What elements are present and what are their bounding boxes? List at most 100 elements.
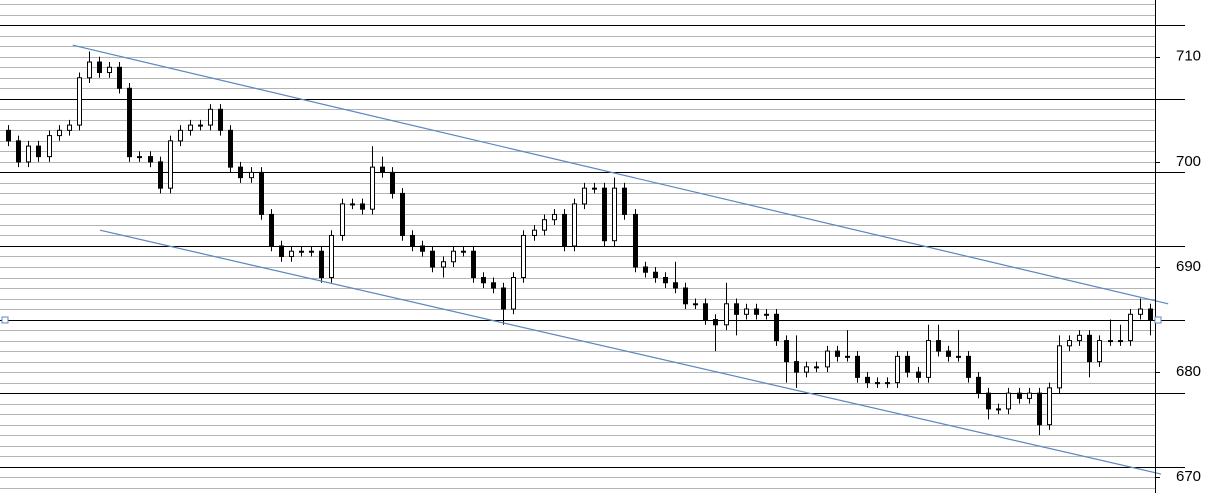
- candle-body: [461, 250, 466, 253]
- candle-body: [471, 250, 476, 279]
- candle-body: [774, 313, 779, 342]
- candle-body: [835, 350, 840, 357]
- candle-body: [57, 129, 62, 137]
- candle-body: [137, 156, 142, 159]
- candle-body: [916, 371, 921, 378]
- candle-body: [612, 187, 617, 242]
- grid: [0, 4, 1185, 489]
- candle-body: [683, 287, 688, 305]
- candle-body: [208, 108, 213, 126]
- candle-body: [1087, 334, 1092, 363]
- trend-line: [99, 229, 1162, 475]
- candle-body: [1108, 340, 1113, 343]
- candle-body: [532, 229, 537, 236]
- candle-body: [360, 203, 365, 210]
- candle-body: [724, 303, 729, 326]
- candle-body: [804, 366, 809, 373]
- candle-body: [572, 203, 577, 247]
- candle-body: [481, 277, 486, 284]
- candle-body: [188, 124, 193, 131]
- candle-body: [663, 277, 668, 284]
- candle-body: [976, 376, 981, 394]
- candle-body: [1057, 345, 1062, 389]
- candle-body: [198, 124, 203, 127]
- candle-body: [814, 366, 819, 369]
- candle-body: [562, 213, 567, 247]
- candle-body: [905, 355, 910, 373]
- candle-body: [26, 145, 31, 163]
- candle-body: [542, 219, 547, 231]
- candle-body: [400, 192, 405, 236]
- candle-body: [127, 87, 132, 158]
- candle-body: [744, 308, 749, 315]
- candle-body: [926, 340, 931, 378]
- y-tick-label: 690: [1176, 258, 1201, 275]
- candle-body: [178, 129, 183, 142]
- candle-body: [784, 340, 789, 363]
- candle-body: [6, 129, 11, 142]
- y-tick-label: 670: [1176, 468, 1201, 485]
- candle-body: [148, 156, 153, 163]
- candle-body: [845, 355, 850, 358]
- candle-body: [855, 355, 860, 378]
- candle-body: [390, 171, 395, 194]
- candle-body: [279, 245, 284, 257]
- candle-body: [259, 171, 264, 215]
- candle-body: [1148, 308, 1153, 321]
- candle-body: [441, 261, 446, 268]
- candle-body: [1047, 387, 1052, 426]
- candle-body: [794, 361, 799, 373]
- candle-body: [622, 187, 627, 215]
- candle-body: [420, 245, 425, 252]
- y-tick-label: 700: [1176, 153, 1201, 170]
- candle-body: [582, 187, 587, 205]
- candle-body: [47, 135, 52, 158]
- candle-body: [643, 266, 648, 273]
- candle-body: [491, 282, 496, 289]
- candle-body: [653, 271, 658, 279]
- candle-body: [451, 250, 456, 263]
- candle-body: [107, 66, 112, 74]
- candle-body: [552, 213, 557, 221]
- candle-body: [713, 319, 718, 326]
- y-tick-label: 680: [1176, 363, 1201, 380]
- candle-body: [1006, 392, 1011, 410]
- candle-body: [238, 166, 243, 179]
- candle-body: [340, 203, 345, 236]
- candle-body: [966, 355, 971, 378]
- candle-body: [501, 287, 506, 310]
- candle-body: [228, 129, 233, 168]
- candle-body: [370, 166, 375, 210]
- candle-body: [289, 250, 294, 257]
- candle-body: [36, 145, 41, 158]
- candle-body: [1077, 334, 1082, 342]
- candle-body: [350, 203, 355, 206]
- candle-body: [996, 408, 1001, 411]
- candle-body: [299, 250, 304, 253]
- candle-body: [87, 61, 92, 79]
- candle-body: [410, 234, 415, 247]
- candle-body: [218, 108, 223, 131]
- candle-body: [986, 392, 991, 410]
- candle-body: [956, 355, 961, 358]
- candle-body: [329, 234, 334, 279]
- candle-body: [511, 277, 516, 310]
- candle-body: [97, 61, 102, 74]
- candle-body: [430, 250, 435, 268]
- candle-body: [249, 171, 254, 179]
- selection-handle[interactable]: [1154, 316, 1162, 324]
- candle-body: [754, 308, 759, 315]
- candles: [6, 51, 1153, 436]
- candle-body: [673, 282, 678, 289]
- candle-body: [1138, 308, 1143, 315]
- overlay: [72, 44, 1169, 475]
- candle-body: [1097, 340, 1102, 363]
- candle-body: [16, 140, 21, 163]
- candle-body: [946, 350, 951, 357]
- selection-handle[interactable]: [1, 316, 9, 324]
- candle-body: [875, 382, 880, 385]
- candle-body: [168, 140, 173, 189]
- candle-body: [1128, 313, 1133, 342]
